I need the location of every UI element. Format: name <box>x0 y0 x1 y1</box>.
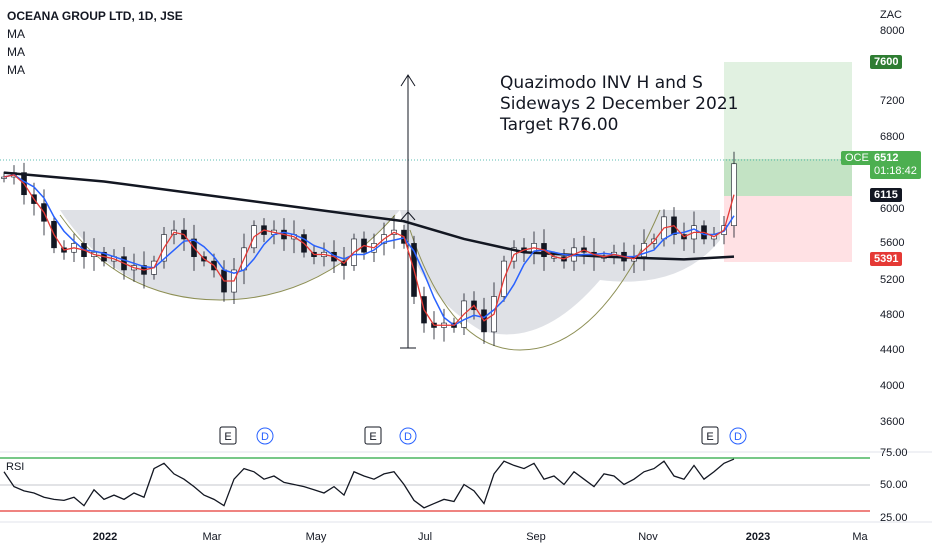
svg-text:D: D <box>734 431 742 443</box>
time-tick-label: 2023 <box>746 531 770 543</box>
entry-price-tag: 6115 <box>870 188 902 202</box>
annotation-line-2: Sideways 2 December 2021 <box>500 94 738 114</box>
svg-text:E: E <box>224 431 231 443</box>
price-tick-label: 3600 <box>880 416 904 428</box>
dividend-marker[interactable]: D <box>399 427 417 445</box>
rsi-line <box>3 458 735 509</box>
rsi-label: RSI <box>6 461 24 473</box>
price-tick-label: 6000 <box>880 203 904 215</box>
price-axis[interactable]: 8000 7200 6800 6000 5600 5200 4800 4400 4000 3600 <box>880 25 904 428</box>
price-tick-label: 6800 <box>880 131 904 143</box>
price-tick-label: 5200 <box>880 274 904 286</box>
time-tick-label: Nov <box>638 531 658 543</box>
time-tick-label: Sep <box>526 531 546 543</box>
dividend-marker[interactable]: D <box>729 427 747 445</box>
indicator-ma-2[interactable]: MA <box>7 45 25 59</box>
stop-price-tag: 5391 <box>870 252 903 266</box>
ma-slow-line <box>3 171 735 261</box>
currency-label: ZAC <box>880 9 902 21</box>
svg-text:D: D <box>404 431 412 443</box>
basing-zone <box>60 210 720 335</box>
rsi-tick-label: 25.00 <box>880 512 908 524</box>
time-axis[interactable]: 2022 Mar May Jul Sep Nov 2023 Ma <box>93 531 869 543</box>
svg-text:E: E <box>369 431 376 443</box>
rsi-tick-label: 75.00 <box>880 447 908 459</box>
dividend-marker[interactable]: D <box>256 427 274 445</box>
measure-arrow <box>400 74 416 349</box>
time-tick-label: Ma <box>852 531 868 543</box>
svg-text:D: D <box>261 431 269 443</box>
time-tick-label: May <box>306 531 327 543</box>
target-price-tag: 7600 <box>870 55 903 69</box>
indicator-ma-3[interactable]: MA <box>7 63 25 77</box>
entry-band <box>724 159 852 196</box>
earnings-marker[interactable]: E <box>219 426 237 445</box>
price-tick-label: 7200 <box>880 95 904 107</box>
time-tick-label: Mar <box>203 531 222 543</box>
time-tick-label: Jul <box>418 531 432 543</box>
price-tick-label: 8000 <box>880 25 904 37</box>
svg-text:E: E <box>706 431 713 443</box>
price-tick-label: 4400 <box>880 344 904 356</box>
stop-zone <box>724 196 852 262</box>
bar-countdown: 01:18:42 <box>874 165 917 177</box>
earnings-marker[interactable]: E <box>701 426 719 445</box>
rsi-tick-label: 50.00 <box>880 479 908 491</box>
rsi-axis: 75.00 50.00 25.00 <box>880 447 908 524</box>
ma-fast-line <box>3 174 735 326</box>
price-tick-label: 4800 <box>880 309 904 321</box>
price-tick-label: 5600 <box>880 237 904 249</box>
annotation-line-1: Quazimodo INV H and S <box>500 73 703 93</box>
chart-title: OCEANA GROUP LTD, 1D, JSE <box>7 9 183 23</box>
price-tick-label: 4000 <box>880 380 904 392</box>
last-price-tag: 6512 01:18:42 <box>870 151 921 179</box>
indicator-ma-1[interactable]: MA <box>7 27 25 41</box>
time-tick-label: 2022 <box>93 531 117 543</box>
last-price: 6512 <box>874 152 899 164</box>
earnings-marker[interactable]: E <box>364 426 382 445</box>
annotation-line-3: Target R76.00 <box>499 115 618 135</box>
symbol-tag: OCE <box>841 151 873 165</box>
